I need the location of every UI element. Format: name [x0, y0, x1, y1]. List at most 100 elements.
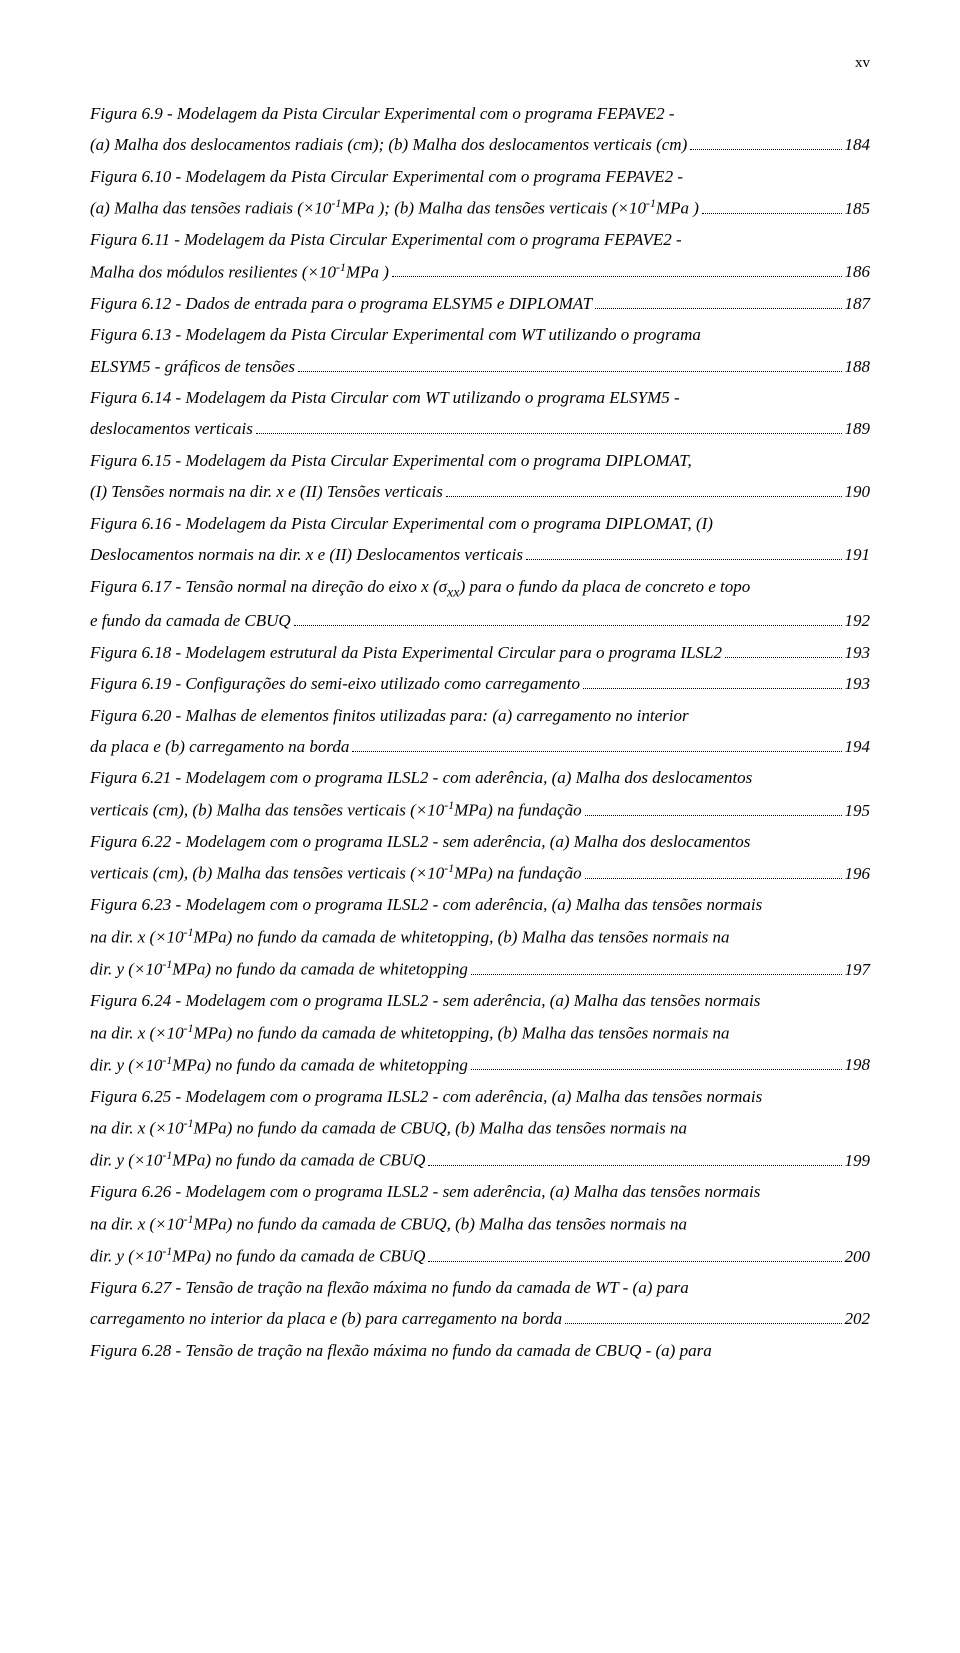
leader-dots — [702, 197, 842, 213]
toc-line: Figura 6.9 - Modelagem da Pista Circular… — [90, 98, 870, 129]
toc-entry-page: 188 — [845, 351, 871, 382]
toc-line: Figura 6.25 - Modelagem com o programa I… — [90, 1081, 870, 1112]
leader-dots — [565, 1308, 841, 1324]
toc-line: Figura 6.23 - Modelagem com o programa I… — [90, 889, 870, 920]
toc-entry-page: 194 — [845, 731, 871, 762]
toc-entry-page: 197 — [845, 954, 871, 985]
toc-line: na dir. x (×10-1MPa) no fundo da camada … — [90, 921, 870, 953]
leader-dots — [428, 1150, 841, 1166]
toc-entry-page: 184 — [845, 129, 871, 160]
leader-dots — [298, 355, 842, 371]
toc-line: Figura 6.27 - Tensão de tração na flexão… — [90, 1272, 870, 1303]
leader-dots — [583, 673, 842, 689]
toc-entry: dir. y (×10-1MPa) no fundo da camada de … — [90, 953, 870, 985]
leader-dots — [585, 863, 842, 879]
leader-dots — [585, 799, 842, 815]
toc-entry-page: 195 — [845, 795, 871, 826]
toc-entry-text: da placa e (b) carregamento na borda — [90, 731, 349, 762]
leader-dots — [428, 1245, 841, 1261]
page: xv Figura 6.9 - Modelagem da Pista Circu… — [0, 0, 960, 1416]
toc-entry: Figura 6.19 - Configurações do semi-eixo… — [90, 668, 870, 699]
toc-entry-page: 186 — [845, 256, 871, 287]
toc-entry-page: 193 — [845, 637, 871, 668]
toc-entry-text: dir. y (×10-1MPa) no fundo da camada de … — [90, 1240, 425, 1272]
toc-entry: Figura 6.18 - Modelagem estrutural da Pi… — [90, 637, 870, 668]
toc-entry: dir. y (×10-1MPa) no fundo da camada de … — [90, 1049, 870, 1081]
toc-line: Figura 6.15 - Modelagem da Pista Circula… — [90, 445, 870, 476]
toc-line: Figura 6.13 - Modelagem da Pista Circula… — [90, 319, 870, 350]
toc-line: Figura 6.21 - Modelagem com o programa I… — [90, 762, 870, 793]
toc-line: na dir. x (×10-1MPa) no fundo da camada … — [90, 1208, 870, 1240]
toc-entry-text: (I) Tensões normais na dir. x e (II) Ten… — [90, 476, 443, 507]
toc-line: na dir. x (×10-1MPa) no fundo da camada … — [90, 1112, 870, 1144]
toc-entry-text: dir. y (×10-1MPa) no fundo da camada de … — [90, 1049, 468, 1081]
leader-dots — [471, 958, 842, 974]
toc-entry-page: 196 — [845, 858, 871, 889]
toc-entry-text: Figura 6.18 - Modelagem estrutural da Pi… — [90, 637, 722, 668]
toc-entry: (a) Malha das tensões radiais (×10-1MPa … — [90, 192, 870, 224]
toc-entry: deslocamentos verticais 189 — [90, 413, 870, 444]
toc-entry: verticais (cm), (b) Malha das tensões ve… — [90, 857, 870, 889]
toc-entry-page: 198 — [845, 1049, 871, 1080]
toc-entry: ELSYM5 - gráficos de tensões 188 — [90, 351, 870, 382]
leader-dots — [595, 292, 841, 308]
toc-entry: Figura 6.12 - Dados de entrada para o pr… — [90, 288, 870, 319]
toc-line: Figura 6.24 - Modelagem com o programa I… — [90, 985, 870, 1016]
toc-entry: carregamento no interior da placa e (b) … — [90, 1303, 870, 1334]
toc-entry-text: (a) Malha dos deslocamentos radiais (cm)… — [90, 129, 687, 160]
toc-entry-page: 200 — [845, 1241, 871, 1272]
toc-entry-text: Figura 6.12 - Dados de entrada para o pr… — [90, 288, 592, 319]
toc-line: Figura 6.14 - Modelagem da Pista Circula… — [90, 382, 870, 413]
toc-entry-text: Malha dos módulos resilientes (×10-1MPa … — [90, 256, 389, 288]
toc-entry-page: 199 — [845, 1145, 871, 1176]
toc-entry-page: 185 — [845, 193, 871, 224]
toc-entry-page: 190 — [845, 476, 871, 507]
toc-entry-page: 187 — [845, 288, 871, 319]
toc-entry: Malha dos módulos resilientes (×10-1MPa … — [90, 256, 870, 288]
toc-line: Figura 6.16 - Modelagem da Pista Circula… — [90, 508, 870, 539]
toc-entry: (a) Malha dos deslocamentos radiais (cm)… — [90, 129, 870, 160]
toc-line: na dir. x (×10-1MPa) no fundo da camada … — [90, 1017, 870, 1049]
toc-line: Figura 6.22 - Modelagem com o programa I… — [90, 826, 870, 857]
page-number: xv — [90, 50, 870, 78]
toc-entry-text: dir. y (×10-1MPa) no fundo da camada de … — [90, 1144, 425, 1176]
toc-entry: e fundo da camada de CBUQ 192 — [90, 605, 870, 636]
leader-dots — [725, 641, 842, 657]
toc-entry: dir. y (×10-1MPa) no fundo da camada de … — [90, 1240, 870, 1272]
leader-dots — [690, 134, 841, 150]
toc-entry-page: 189 — [845, 413, 871, 444]
toc-entry-text: dir. y (×10-1MPa) no fundo da camada de … — [90, 953, 468, 985]
toc-entry-text: Figura 6.28 - Tensão de tração na flexão… — [90, 1335, 712, 1366]
toc-entry-page: 202 — [845, 1303, 871, 1334]
toc-line: Figura 6.17 - Tensão normal na direção d… — [90, 571, 870, 606]
toc-entry: da placa e (b) carregamento na borda 194 — [90, 731, 870, 762]
leader-dots — [526, 544, 842, 560]
toc-entry: Deslocamentos normais na dir. x e (II) D… — [90, 539, 870, 570]
toc-entry-text: Deslocamentos normais na dir. x e (II) D… — [90, 539, 523, 570]
leader-dots — [446, 481, 842, 497]
toc-line: Figura 6.20 - Malhas de elementos finito… — [90, 700, 870, 731]
toc-entry-text: carregamento no interior da placa e (b) … — [90, 1303, 562, 1334]
toc-entry: (I) Tensões normais na dir. x e (II) Ten… — [90, 476, 870, 507]
list-of-figures: Figura 6.9 - Modelagem da Pista Circular… — [90, 98, 870, 1367]
toc-entry-text: e fundo da camada de CBUQ — [90, 605, 291, 636]
toc-entry-text: deslocamentos verticais — [90, 413, 253, 444]
toc-entry-page: 192 — [845, 605, 871, 636]
toc-entry-page: 193 — [845, 668, 871, 699]
toc-line: Figura 6.11 - Modelagem da Pista Circula… — [90, 224, 870, 255]
toc-entry: Figura 6.28 - Tensão de tração na flexão… — [90, 1335, 870, 1366]
leader-dots — [392, 261, 842, 277]
toc-entry-page: 191 — [845, 539, 871, 570]
toc-entry-text: ELSYM5 - gráficos de tensões — [90, 351, 295, 382]
leader-dots — [256, 418, 842, 434]
toc-entry-text: verticais (cm), (b) Malha das tensões ve… — [90, 857, 582, 889]
leader-dots — [294, 610, 842, 626]
leader-dots — [471, 1054, 842, 1070]
toc-entry-text: Figura 6.19 - Configurações do semi-eixo… — [90, 668, 580, 699]
toc-line: Figura 6.10 - Modelagem da Pista Circula… — [90, 161, 870, 192]
toc-entry: dir. y (×10-1MPa) no fundo da camada de … — [90, 1144, 870, 1176]
toc-entry-text: (a) Malha das tensões radiais (×10-1MPa … — [90, 192, 699, 224]
toc-line: Figura 6.26 - Modelagem com o programa I… — [90, 1176, 870, 1207]
leader-dots — [352, 736, 841, 752]
toc-entry: verticais (cm), (b) Malha das tensões ve… — [90, 794, 870, 826]
